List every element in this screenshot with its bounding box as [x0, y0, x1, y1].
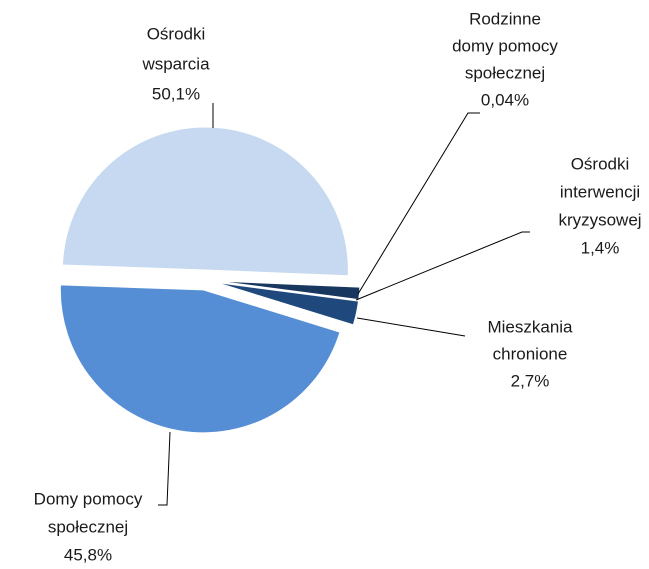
slice-value: 0,04%	[481, 90, 529, 109]
pie-slice	[216, 279, 361, 288]
slice-label: Ośrodki	[147, 24, 206, 43]
slice-label: kryzysowej	[558, 210, 641, 229]
pie-slice	[216, 282, 360, 326]
slice-label: interwencji	[560, 182, 640, 201]
leader-line	[355, 231, 530, 301]
slice-label: Ośrodki	[571, 154, 630, 173]
leader-line	[357, 112, 480, 295]
slice-value: 50,1%	[152, 84, 200, 103]
slice-label: społecznej	[48, 517, 128, 536]
leader-line	[356, 317, 466, 337]
slice-label: chronione	[493, 344, 568, 363]
slice-label: Mieszkania	[487, 317, 573, 336]
pie-slice	[216, 280, 361, 301]
leader-line	[158, 431, 171, 506]
slice-value: 45,8%	[64, 545, 112, 564]
slice-label: domy pomocy	[452, 36, 558, 55]
slice-label: społecznej	[465, 63, 545, 82]
pie-slice	[61, 126, 349, 277]
pie-slice	[59, 284, 341, 434]
slice-label: Rodzinne	[469, 9, 541, 28]
slice-value: 1,4%	[581, 238, 620, 257]
slice-label: Domy pomocy	[34, 489, 143, 508]
slice-label: wsparcia	[141, 54, 210, 73]
slice-value: 2,7%	[511, 371, 550, 390]
